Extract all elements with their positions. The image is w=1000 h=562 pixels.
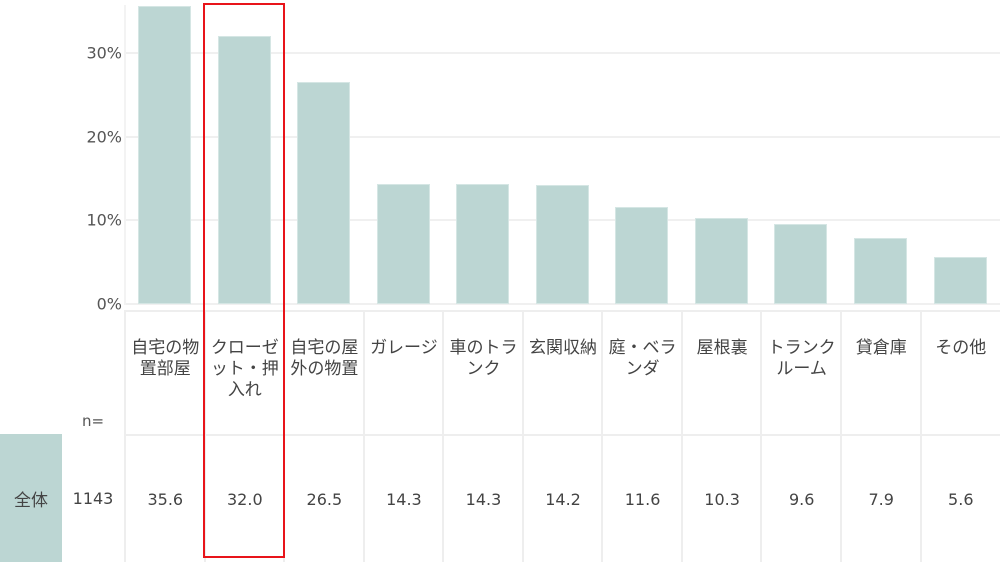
value-cell: 14.3: [362, 434, 444, 562]
y-tick-label: 20%: [86, 127, 122, 147]
value-cell: 35.6: [124, 434, 205, 562]
data-table: n= 全体 1143 自宅の物置部屋 35.6 クローゼット・押入れ 32.0 自宅の屋…: [0, 310, 1000, 562]
bar-10: [933, 257, 987, 304]
n-value: 1143: [72, 488, 114, 508]
column-header-label: 自宅の物置部屋: [131, 338, 200, 379]
bar-3: [376, 184, 430, 304]
value-cell: 11.6: [601, 434, 682, 562]
column-header-label: 玄関収納: [529, 338, 598, 358]
column-header-label: トランクルーム: [767, 338, 836, 379]
column-header: トランクルーム: [760, 310, 841, 434]
column-header-label: その他: [935, 338, 987, 358]
value-cell: 10.3: [680, 434, 762, 562]
bar-1: [217, 36, 271, 304]
column-header-label: 屋根裏: [696, 338, 748, 358]
bar-0: [138, 6, 191, 304]
value-cell: 7.9: [839, 434, 921, 562]
column-header-label: 自宅の屋外の物置: [290, 338, 359, 379]
bar-5: [535, 185, 589, 304]
bar-6: [615, 206, 669, 304]
y-tick-label: 0%: [96, 294, 122, 314]
column-header: その他: [919, 310, 1000, 434]
column-header: ガレージ: [362, 310, 444, 434]
column-header-label: ガレージ: [370, 338, 438, 358]
bar-2: [297, 82, 351, 304]
column-header-label: 車のトランク: [449, 338, 518, 379]
column-header-label: 貸倉庫: [855, 338, 907, 358]
value-cell: 14.2: [521, 434, 603, 562]
gridline: [125, 51, 1000, 54]
column-header-label: 庭・ベランダ: [608, 338, 677, 379]
column-header: 庭・ベランダ: [601, 310, 682, 434]
value-cell: 5.6: [919, 434, 1000, 562]
gridline: [125, 135, 1000, 138]
value-cell: 9.6: [760, 434, 841, 562]
column-header: クローゼット・押入れ: [203, 310, 285, 434]
value-cell: 32.0: [203, 434, 285, 562]
column-header: 自宅の物置部屋: [124, 310, 205, 434]
column-header: 屋根裏: [680, 310, 762, 434]
y-axis-line: [124, 5, 126, 305]
n-header: n=: [82, 412, 105, 430]
column-header-label: クローゼット・押入れ: [210, 338, 279, 400]
gridline: [125, 303, 1000, 305]
column-header: 貸倉庫: [839, 310, 921, 434]
value-cell: 14.3: [442, 434, 523, 562]
bar-7: [694, 217, 748, 304]
y-tick-label: 10%: [86, 210, 122, 230]
y-tick-label: 30%: [86, 43, 122, 63]
column-header: 車のトランク: [442, 310, 523, 434]
bar-4: [456, 184, 510, 304]
column-header: 自宅の屋外の物置: [283, 310, 364, 434]
bar-8: [774, 223, 828, 304]
column-header: 玄関収納: [521, 310, 603, 434]
value-cell: 26.5: [283, 434, 364, 562]
row-label-total: 全体: [0, 434, 62, 562]
bar-9: [853, 237, 907, 304]
